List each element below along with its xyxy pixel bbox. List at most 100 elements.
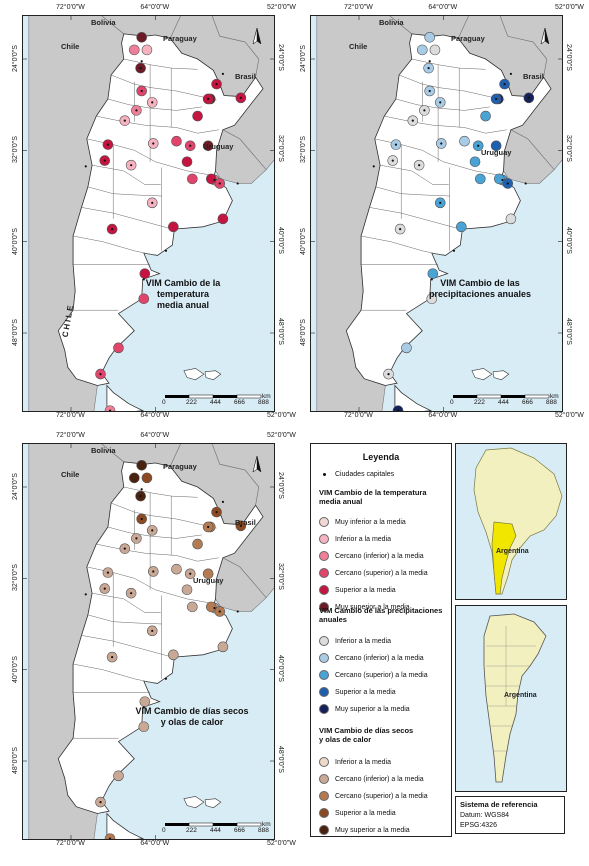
basemap <box>316 16 562 411</box>
label-bolivia: Bolivia <box>379 18 404 27</box>
lat-label-right: 40°0'0"S <box>277 654 284 682</box>
capital-city-dot <box>135 109 138 112</box>
tierra-del-fuego-shape <box>106 812 145 839</box>
north-arrow-icon <box>252 455 262 473</box>
lat-label-right: 40°0'0"S <box>565 226 572 254</box>
capital-city-dot <box>394 143 398 146</box>
scale-tick-label: 888 <box>258 399 269 406</box>
capital-city-dot <box>111 656 114 659</box>
scale-bar-graphic <box>165 394 262 399</box>
label-paraguay: Paraguay <box>451 34 485 43</box>
capital-city-dot <box>372 165 375 168</box>
legend-item-label: Superior a la media <box>335 688 396 696</box>
capital-city-dot <box>207 525 210 529</box>
capital-city-dot <box>130 592 133 595</box>
capital-city-dot <box>396 409 400 411</box>
lat-label-left: 40°0'0"S <box>300 227 307 255</box>
province-boundary <box>96 115 219 134</box>
map-panel-temperature: Bolivia Paraguay Chile Brasil Uruguay CH… <box>22 15 275 412</box>
lon-label-bottom: 64°0'0"W <box>428 412 458 419</box>
capital-city-dot <box>123 119 126 122</box>
map-panel-dry-days: Bolivia Paraguay Chile Brasil Uruguay VI… <box>22 443 275 840</box>
capital-city-dot <box>503 83 506 86</box>
capital-city-dot <box>477 144 480 147</box>
station-marker <box>139 268 151 279</box>
label-brasil: Brasil <box>235 72 256 81</box>
scale-bar <box>163 394 273 408</box>
legend-swatch <box>319 774 329 784</box>
capital-city-dot <box>218 610 221 613</box>
legend: Leyenda Ciudades capitales VIM Cambio de… <box>310 443 452 837</box>
capital-city-dot <box>151 529 154 532</box>
lat-label-left: 24°0'0"S <box>12 473 19 500</box>
station-marker <box>206 601 217 613</box>
capital-city-dot <box>439 201 442 204</box>
station-marker <box>181 584 193 596</box>
scale-tick-label: 666 <box>522 399 533 406</box>
station-marker <box>171 563 182 575</box>
station-marker <box>429 44 441 56</box>
scale-unit: km <box>262 393 271 400</box>
capital-city-dot <box>99 801 102 804</box>
province-boundary <box>123 486 198 498</box>
station-marker <box>480 110 491 122</box>
label-chile: Chile <box>61 470 80 479</box>
capital-city-dot <box>527 96 530 99</box>
basemap <box>28 444 274 839</box>
capital-city-dot <box>215 511 218 514</box>
capital-city-dot <box>524 182 527 185</box>
capital-city-dot <box>151 201 154 204</box>
station-marker <box>392 405 404 411</box>
station-marker <box>139 696 151 707</box>
capital-city-dot <box>108 409 112 411</box>
station-marker <box>181 156 193 168</box>
legend-item-label: Cercano (superior) a la media <box>335 671 428 679</box>
capital-city-dot <box>164 249 168 252</box>
scale-tick-label: 222 <box>186 827 197 834</box>
capital-city-dot <box>108 837 112 839</box>
south-america-inset-svg <box>473 447 563 595</box>
station-marker <box>129 44 140 56</box>
legend-item: Inferior a la media <box>319 757 391 767</box>
station-marker <box>138 293 150 305</box>
capital-city-dot <box>221 500 225 503</box>
scale-bar <box>163 822 273 836</box>
lon-label-bottom: 64°0'0"W <box>140 840 170 847</box>
lat-label-left: 32°0'0"S <box>12 136 19 164</box>
capital-city-dot <box>218 182 221 185</box>
capital-city-dot <box>152 142 155 145</box>
station-marker <box>192 110 203 122</box>
lat-label-left: 32°0'0"S <box>300 136 307 164</box>
scale-tick-label: 444 <box>498 399 509 406</box>
map-panel-precipitation: Bolivia Paraguay Chile Brasil Uruguay VI… <box>310 15 563 412</box>
station-marker <box>459 135 470 147</box>
station-marker <box>192 538 203 550</box>
tierra-del-fuego-shape <box>106 384 145 411</box>
lon-label-top: 64°0'0"W <box>140 4 170 11</box>
legend-swatch <box>319 653 329 663</box>
legend-item-label: Cercano (superior) a la media <box>335 569 428 577</box>
lon-label-bottom: 72°0'0"W <box>56 412 85 419</box>
lat-label-right: 48°0'0"S <box>277 746 284 773</box>
capital-city-dot <box>207 97 210 101</box>
capital-city-dot <box>140 517 143 521</box>
lon-label-top: 52°0'0"W <box>267 432 296 439</box>
legend-item: Superior a la media <box>319 687 396 697</box>
legend-temp-heading: VIM Cambio de la temperatura media anual <box>319 488 427 506</box>
legend-swatch <box>319 534 329 544</box>
legend-swatch <box>319 687 329 697</box>
capital-city-dot <box>509 72 513 75</box>
capital-city-dot <box>428 89 431 93</box>
station-marker <box>427 268 439 279</box>
map-title-line2: precipitaciones anuales <box>428 289 532 299</box>
lon-label-top: 72°0'0"W <box>344 4 373 11</box>
lon-label-bottom: 64°0'0"W <box>140 412 170 419</box>
province-boundary <box>361 235 444 256</box>
legend-swatch <box>319 517 329 527</box>
province-boundary <box>81 207 169 229</box>
legend-item-label: Muy superior a la media <box>335 603 410 611</box>
lat-label-left: 24°0'0"S <box>12 45 19 72</box>
station-marker <box>104 405 116 411</box>
legend-swatch <box>319 551 329 561</box>
station-marker <box>217 213 229 225</box>
